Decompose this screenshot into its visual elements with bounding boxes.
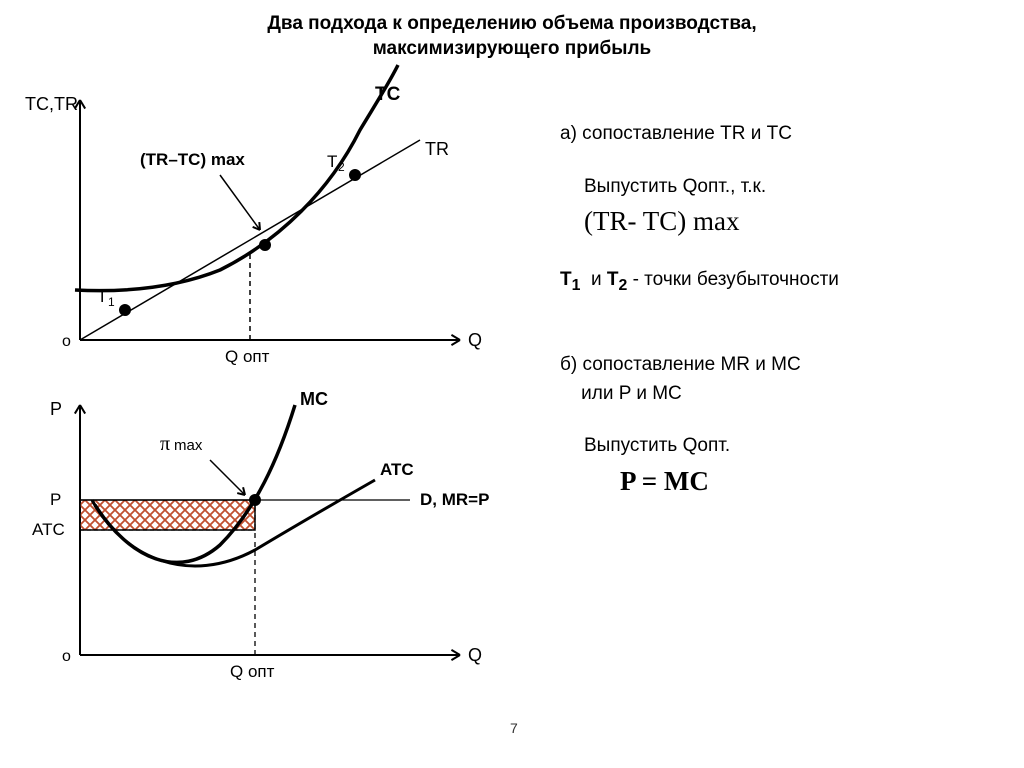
a-formula: (TR- TC) max (584, 201, 1000, 242)
b-formula: P = MC (620, 461, 1000, 502)
svg-text:Q: Q (468, 330, 482, 350)
svg-text:ATC: ATC (380, 460, 414, 479)
diagram-area: TC,TRQоQ оптTCTRT1T2(TR–TC) max PQоQ опт… (20, 80, 530, 760)
chart-a: TC,TRQоQ оптTCTRT1T2(TR–TC) max (20, 80, 490, 370)
svg-text:TC,TR: TC,TR (25, 94, 78, 114)
section-a-heading: а) сопоставление TR и TC (560, 120, 1000, 149)
section-b-heading: б) сопоставление MR и MC или P и MC (560, 351, 1000, 408)
svg-text:Q: Q (468, 645, 482, 665)
title-line-2: максимизирующего прибыль (373, 38, 652, 59)
svg-text:о: о (62, 648, 71, 665)
svg-text:P: P (50, 490, 61, 509)
svg-text:Q опт: Q опт (225, 347, 270, 366)
a-breakeven-text: - точки безубыточности (633, 269, 839, 290)
page-number: 7 (510, 720, 518, 736)
b-line1: Выпустить Qопт. (584, 432, 1000, 461)
text-panel: а) сопоставление TR и TC Выпустить Qопт.… (560, 120, 1000, 525)
svg-text:π: π (160, 433, 170, 455)
page-title: Два подхода к определению объема произво… (0, 0, 1024, 61)
svg-text:о: о (62, 333, 71, 350)
a-line1: Выпустить Qопт., т.к. (584, 173, 1000, 202)
svg-text:ATC: ATC (32, 520, 65, 539)
svg-text:D, MR=P: D, MR=P (420, 490, 489, 509)
title-line-1: Два подхода к определению объема произво… (267, 13, 756, 34)
section-b-body: Выпустить Qопт. P = MC (560, 432, 1000, 501)
a-breakeven: T1 и T2 - точки безубыточности (560, 266, 1000, 298)
svg-text:2: 2 (338, 160, 345, 174)
svg-text:T: T (97, 287, 107, 306)
svg-text:TC: TC (375, 84, 401, 105)
svg-text:MC: MC (300, 389, 328, 409)
svg-text:TR: TR (425, 139, 449, 159)
svg-text:P: P (50, 399, 62, 419)
svg-text:T: T (327, 152, 337, 171)
svg-text:(TR–TC) max: (TR–TC) max (140, 150, 245, 169)
svg-text:max: max (174, 437, 203, 454)
svg-text:1: 1 (108, 295, 115, 309)
section-a-body: Выпустить Qопт., т.к. (TR- TC) max (560, 173, 1000, 242)
chart-b: P Qо Q опт MC ATC D, MR=P P ATC πmax (20, 385, 490, 705)
svg-text:Q опт: Q опт (230, 662, 275, 681)
